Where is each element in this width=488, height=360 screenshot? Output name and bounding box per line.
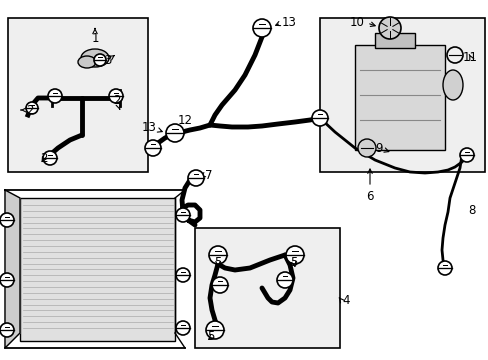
Circle shape xyxy=(109,89,123,103)
Circle shape xyxy=(187,170,203,186)
Circle shape xyxy=(378,17,400,39)
Text: 2: 2 xyxy=(41,152,48,165)
Circle shape xyxy=(94,54,106,66)
Circle shape xyxy=(0,213,14,227)
Text: 8: 8 xyxy=(467,203,474,216)
Text: 13: 13 xyxy=(282,15,296,28)
Text: 5: 5 xyxy=(214,256,221,270)
Circle shape xyxy=(0,273,14,287)
Text: 9: 9 xyxy=(374,141,388,154)
Text: 4: 4 xyxy=(341,293,349,306)
Circle shape xyxy=(311,110,327,126)
Polygon shape xyxy=(5,190,20,348)
Text: 5: 5 xyxy=(207,330,215,343)
Circle shape xyxy=(48,89,62,103)
Bar xyxy=(8,18,148,172)
Ellipse shape xyxy=(81,49,109,67)
Circle shape xyxy=(276,272,292,288)
Text: 6: 6 xyxy=(366,190,373,203)
Circle shape xyxy=(176,268,190,282)
Circle shape xyxy=(459,148,473,162)
Ellipse shape xyxy=(442,70,462,100)
Bar xyxy=(195,228,339,348)
Text: 2: 2 xyxy=(113,94,120,109)
Circle shape xyxy=(0,323,14,337)
Circle shape xyxy=(212,277,227,293)
Text: 1: 1 xyxy=(91,28,99,45)
Text: 5: 5 xyxy=(290,256,297,270)
Text: 2: 2 xyxy=(21,104,34,117)
Text: 7: 7 xyxy=(204,168,212,181)
Circle shape xyxy=(176,321,190,335)
Circle shape xyxy=(205,321,224,339)
Bar xyxy=(354,45,444,150)
Bar xyxy=(374,33,414,48)
Circle shape xyxy=(446,47,462,63)
Circle shape xyxy=(26,102,38,114)
Bar xyxy=(20,198,175,341)
Circle shape xyxy=(176,208,190,222)
Circle shape xyxy=(208,246,226,264)
Circle shape xyxy=(145,140,161,156)
Bar xyxy=(319,18,484,172)
Circle shape xyxy=(43,151,57,165)
Circle shape xyxy=(437,261,451,275)
Circle shape xyxy=(357,139,375,157)
Text: 10: 10 xyxy=(349,15,364,28)
Circle shape xyxy=(165,124,183,142)
Circle shape xyxy=(252,19,270,37)
Text: 3: 3 xyxy=(104,54,114,67)
Ellipse shape xyxy=(78,56,96,68)
Text: 12: 12 xyxy=(178,113,193,126)
Text: 11: 11 xyxy=(462,50,477,63)
Circle shape xyxy=(285,246,304,264)
Text: 13: 13 xyxy=(142,121,157,134)
